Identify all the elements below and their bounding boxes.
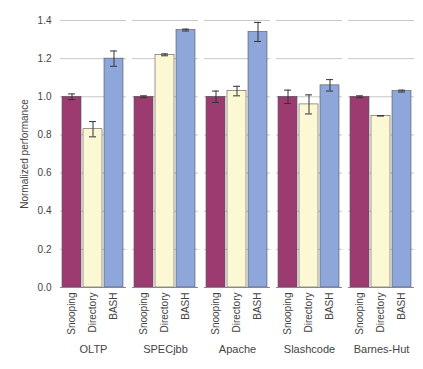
svg-text:BASH: BASH: [180, 293, 191, 320]
svg-text:Directory: Directory: [231, 293, 242, 333]
svg-text:0.2: 0.2: [38, 244, 52, 255]
svg-text:Directory: Directory: [159, 293, 170, 333]
svg-text:Normalized performance: Normalized performance: [19, 99, 30, 209]
svg-text:Barnes-Hut: Barnes-Hut: [354, 343, 410, 355]
svg-text:Slashcode: Slashcode: [284, 343, 335, 355]
svg-text:1.4: 1.4: [38, 15, 52, 26]
svg-text:0.8: 0.8: [38, 129, 52, 140]
svg-text:BASH: BASH: [108, 293, 119, 320]
svg-text:Directory: Directory: [303, 293, 314, 333]
svg-text:Snooping: Snooping: [354, 293, 365, 335]
svg-text:Snooping: Snooping: [138, 293, 149, 335]
svg-text:BASH: BASH: [252, 293, 263, 320]
svg-text:1.2: 1.2: [38, 53, 52, 64]
svg-text:Snooping: Snooping: [282, 293, 293, 335]
svg-text:1.0: 1.0: [38, 91, 52, 102]
svg-text:SPECjbb: SPECjbb: [143, 343, 188, 355]
svg-text:BASH: BASH: [324, 293, 335, 320]
svg-text:Directory: Directory: [87, 293, 98, 333]
svg-text:0.6: 0.6: [38, 167, 52, 178]
svg-text:BASH: BASH: [396, 293, 407, 320]
svg-text:0.4: 0.4: [38, 205, 52, 216]
svg-text:Apache: Apache: [219, 343, 256, 355]
svg-text:Snooping: Snooping: [66, 293, 77, 335]
svg-text:Snooping: Snooping: [210, 293, 221, 335]
svg-text:0.0: 0.0: [38, 282, 52, 293]
svg-text:Directory: Directory: [375, 293, 386, 333]
svg-text:OLTP: OLTP: [80, 343, 108, 355]
